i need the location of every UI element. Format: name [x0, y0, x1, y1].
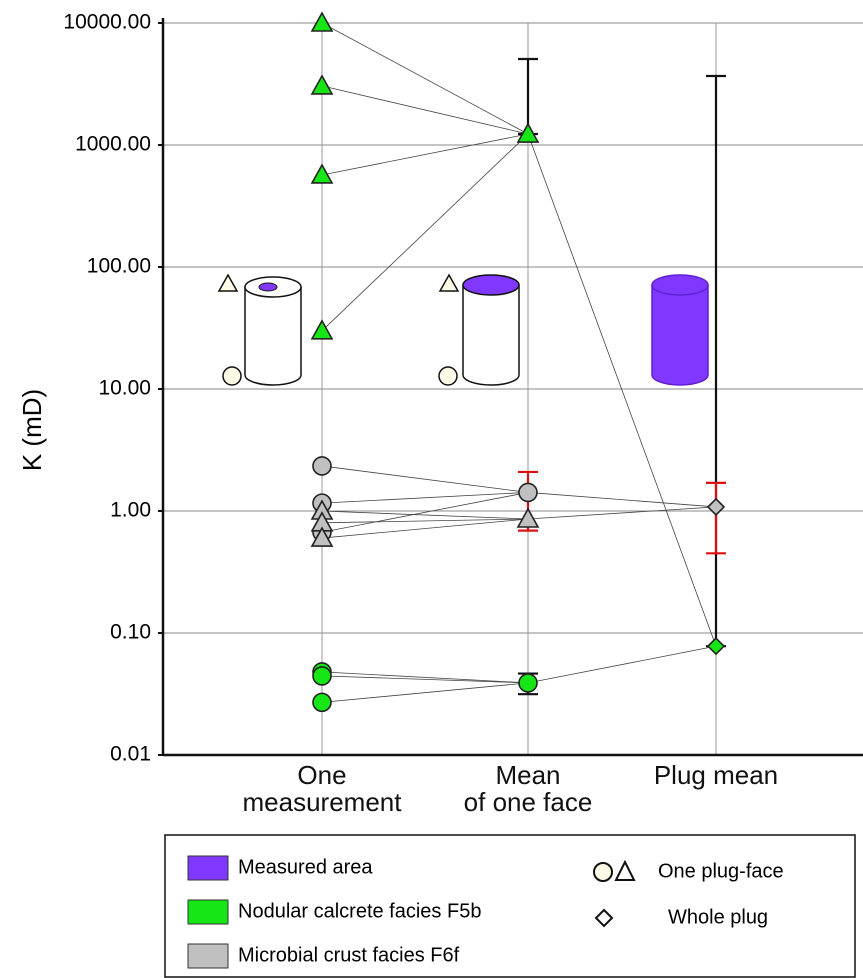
point	[310, 11, 334, 32]
circle-icon	[222, 366, 242, 386]
plug-point	[706, 637, 726, 656]
connector	[527, 492, 717, 508]
y-tick-label: 100.00	[87, 255, 151, 278]
connector	[527, 645, 717, 684]
connector	[527, 506, 717, 520]
legend-label: Nodular calcrete facies F5b	[238, 900, 481, 922]
point	[310, 319, 334, 340]
icons	[217, 273, 709, 386]
x-tick-label: Plug mean	[653, 760, 779, 790]
legend-swatch	[187, 943, 229, 969]
circle-icon	[438, 366, 458, 386]
y-tick-label: 0.10	[110, 621, 151, 644]
connector	[321, 492, 529, 504]
y-tick-label: 1000.00	[75, 133, 151, 156]
point	[312, 692, 332, 713]
point	[312, 666, 332, 686]
connector	[321, 682, 529, 703]
x-tick-label: One measurement	[242, 760, 402, 817]
cylinder-top	[462, 274, 520, 296]
mean-point	[518, 482, 538, 503]
cylinder-icon	[462, 285, 520, 386]
point	[310, 526, 334, 547]
y-tick-label: 0.01	[110, 743, 151, 766]
legend-box	[164, 834, 856, 978]
legend-label: Microbial crust facies F6f	[238, 944, 460, 966]
cylinder-icon	[651, 285, 709, 386]
legend-label: Measured area	[238, 856, 373, 878]
mean-point	[516, 122, 540, 143]
legend-label: Whole plug	[668, 906, 768, 928]
point	[310, 163, 334, 184]
connector	[321, 510, 529, 520]
y-tick-label: 10.00	[98, 377, 151, 400]
point	[312, 456, 332, 476]
connector	[321, 518, 529, 524]
connector	[321, 518, 529, 539]
cylinder-icon	[244, 287, 302, 386]
legend-marker	[593, 862, 613, 882]
mean-point	[516, 507, 540, 528]
connector	[321, 85, 529, 135]
cylinder-top	[651, 274, 709, 296]
x-tick-label: Mean of one face	[463, 760, 593, 817]
measured-spot	[258, 282, 278, 292]
point	[310, 74, 334, 95]
y-tick-label: 10000.00	[63, 11, 151, 34]
triangle-icon	[438, 273, 460, 292]
connector	[321, 133, 529, 332]
legend-marker	[594, 908, 614, 928]
y-axis-label: K (mD)	[17, 389, 47, 471]
legend-label: One plug-face	[658, 860, 784, 882]
mean-point	[518, 673, 538, 693]
connector	[321, 675, 529, 684]
legend-marker	[614, 859, 636, 881]
connector	[321, 671, 529, 684]
connector	[321, 22, 529, 135]
y-tick-label: 1.00	[110, 499, 151, 522]
connector	[321, 465, 529, 493]
connector	[527, 133, 717, 647]
triangle-icon	[217, 273, 239, 292]
plug-point	[706, 497, 726, 517]
legend-swatch	[187, 855, 229, 881]
connector	[321, 492, 529, 533]
legend-swatch	[187, 899, 229, 925]
connector	[321, 133, 529, 176]
